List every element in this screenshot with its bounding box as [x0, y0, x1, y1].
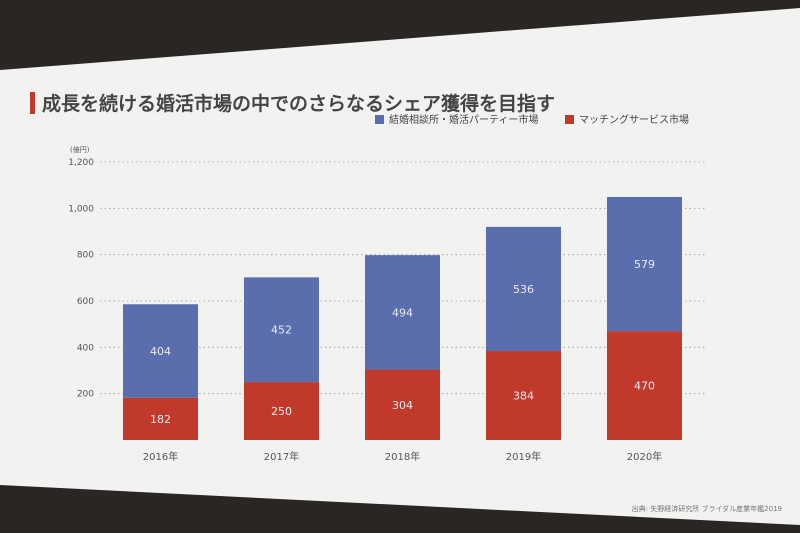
y-tick-label: 1,200 [68, 158, 94, 168]
bar-segment-matching-service [243, 382, 320, 440]
legend-swatch [565, 115, 574, 124]
data-label-matching-service: 182 [150, 413, 171, 426]
y-axis-unit-label: (億円) [70, 145, 90, 154]
x-tick-label: 2018年 [385, 450, 420, 463]
data-label-marriage-agency: 579 [634, 258, 655, 271]
source-footnote: 出典: 矢野経済研究所 ブライダル産業年鑑2019 [632, 504, 782, 513]
data-label-matching-service: 250 [271, 405, 292, 418]
bar-segment-matching-service [606, 331, 683, 440]
x-tick-label: 2017年 [264, 450, 299, 463]
x-tick-label: 2016年 [143, 450, 178, 463]
y-tick-label: 600 [77, 297, 94, 307]
bar-segment-marriage-agency [606, 196, 683, 332]
y-tick-label: 400 [77, 343, 94, 353]
x-tick-label: 2019年 [506, 450, 541, 463]
stacked-bar-chart: 200 400 600 800 1,000 1,200 (億円) 182 404 2016年 250… [68, 113, 705, 463]
y-tick-label: 1,000 [68, 204, 94, 214]
bar-segment-marriage-agency [485, 226, 562, 352]
page-title: 成長を続ける婚活市場の中でのさらなるシェア獲得を目指す [42, 92, 555, 115]
data-label-marriage-agency: 452 [271, 324, 292, 337]
bar-segment-matching-service [364, 369, 441, 440]
legend-label: 結婚相談所・婚活パーティー市場 [389, 113, 538, 126]
data-label-marriage-agency: 536 [513, 283, 534, 296]
bar-segment-matching-service [485, 351, 562, 440]
data-label-matching-service: 470 [634, 380, 655, 393]
bar-segment-marriage-agency [364, 255, 441, 370]
x-tick-label: 2020年 [627, 450, 662, 463]
title-group: 成長を続ける婚活市場の中でのさらなるシェア獲得を目指す [30, 92, 555, 115]
bar-segment-matching-service [122, 397, 199, 440]
legend-swatch [375, 115, 384, 124]
bar-segment-marriage-agency [122, 304, 199, 398]
data-label-marriage-agency: 494 [392, 306, 413, 319]
bar-segment-marriage-agency [243, 277, 320, 383]
data-label-marriage-agency: 404 [150, 345, 171, 358]
legend-label: マッチングサービス市場 [579, 113, 689, 126]
data-label-matching-service: 384 [513, 390, 534, 403]
y-tick-label: 200 [77, 390, 94, 400]
data-label-matching-service: 304 [392, 399, 413, 412]
y-tick-label: 800 [77, 251, 94, 261]
title-accent-bar [30, 92, 35, 114]
